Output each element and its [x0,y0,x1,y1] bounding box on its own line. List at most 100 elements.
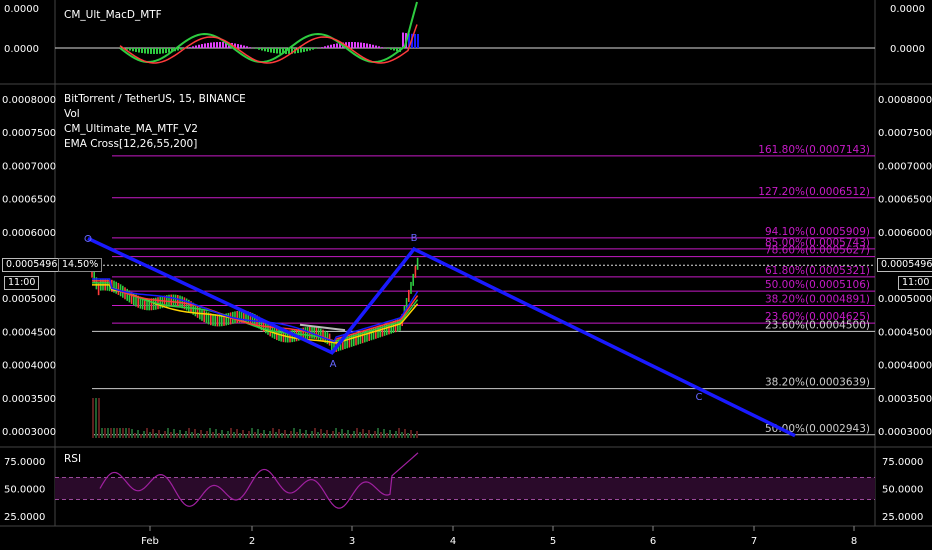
volume-bar [395,431,397,438]
macd-bar [201,44,203,48]
macd-bar [240,44,242,48]
macd-bar [312,48,314,50]
macd-bar [321,47,323,48]
macd-bar [207,42,209,48]
macd-tick-right: 0.0000 [890,4,925,15]
x-tick-label: 5 [550,536,556,547]
volume-bar [209,428,211,438]
volume-bar [128,428,130,438]
volume-bar [362,429,364,438]
volume-bar [347,430,349,438]
macd-bar [129,48,131,51]
macd-bar [417,33,419,48]
macd-bar [375,45,377,48]
symbol-title[interactable]: BitTorrent / TetherUS, 15, BINANCE [64,93,246,105]
price-tick-left: 0.0004000 [2,361,56,372]
macd-bar [219,42,221,48]
macd-bar [216,42,218,48]
macd-bar [378,46,380,48]
macd-bar [414,33,416,48]
volume-bar [359,432,361,438]
volume-bar [233,432,235,438]
volume-legend[interactable]: Vol [64,108,80,120]
volume-bar [110,428,112,438]
volume-bar [194,429,196,438]
macd-bar [387,48,389,49]
price-tick-left: 0.0003500 [2,394,56,405]
price-tick-right: 0.0007000 [878,161,932,172]
macd-bar [126,48,128,50]
macd-bar [348,42,350,48]
macd-tick-left: 0.0000 [4,4,39,15]
x-tick-label: 3 [349,536,355,547]
volume-bar [95,398,97,438]
macd-tick-left: 0.0000 [4,44,39,55]
volume-bar [269,431,271,438]
macd-bar [351,42,353,48]
fib-level-label: 23.60%(0.0004625) [765,311,870,323]
volume-bar [230,428,232,438]
macd-bar [300,48,302,53]
macd-bar [234,43,236,48]
price-tick-right: 0.0006500 [878,195,932,206]
macd-bar [177,48,179,51]
volume-bar [98,398,100,438]
macd-bar [255,48,257,49]
volume-bar [275,432,277,438]
macd-bar [243,45,245,48]
volume-bar [377,428,379,438]
price-tick-left: 0.0004500 [2,327,56,338]
rsi-legend: RSI [64,453,82,465]
volume-bar [158,430,160,438]
macd-bar [279,48,281,54]
macd-bar [141,48,143,54]
volume-bar [383,429,385,438]
rsi-tick-right: 75.0000 [882,457,923,468]
volume-bar [179,430,181,438]
price-tick-right: 0.0004500 [878,327,932,338]
volume-bar [101,428,103,438]
volume-bar [176,433,178,438]
volume-bar [134,433,136,438]
price-tick-left: 0.0008000 [2,95,56,106]
rsi-line [99,452,419,509]
volume-bar [326,430,328,438]
ma-legend[interactable]: CM_Ultimate_MA_MTF_V2 [64,123,198,135]
macd-bar [402,32,404,48]
current-price-tag-left: 0.0005496 [2,258,62,272]
volume-bar [113,428,115,438]
volume-bar [350,434,352,438]
macd-bar [210,42,212,48]
volume-bar [278,429,280,438]
macd-bar [390,48,392,50]
volume-bar [416,431,418,438]
ema-legend[interactable]: EMA Cross[12,26,55,200] [64,138,198,150]
volume-bar [308,434,310,438]
fib-level-label: 50.00%(0.0002943) [765,423,870,435]
sma-line [299,323,346,332]
macd-bar [291,48,293,54]
volume-bar [224,434,226,438]
fib-level-label: 78.60%(0.0005627) [765,245,870,257]
volume-bar [221,430,223,438]
price-tick-right: 0.0003500 [878,394,932,405]
volume-bar [266,434,268,438]
pattern-point-label: A [330,359,337,370]
macd-bar [135,48,137,52]
volume-bar [260,433,262,438]
volume-bar [191,432,193,438]
volume-bar [161,434,163,438]
volume-bar [311,431,313,438]
volume-bar [344,433,346,438]
macd-bar [162,48,164,54]
rsi-tick-left: 50.0000 [4,485,45,496]
price-tick-left: 0.0007000 [2,161,56,172]
volume-bar [374,431,376,438]
macd-bar [165,48,167,54]
volume-bar [254,432,256,438]
macd-signal-line [119,24,418,64]
volume-bar [332,431,334,438]
volume-bar [290,431,292,438]
macd-bar [198,44,200,48]
